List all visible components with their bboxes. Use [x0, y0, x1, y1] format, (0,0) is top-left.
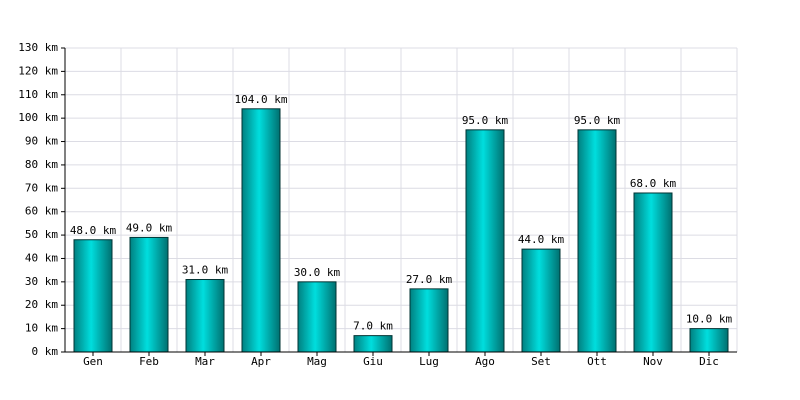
value-label: 44.0 km	[518, 233, 565, 246]
y-tick-label: 120 km	[18, 64, 58, 77]
y-tick-label: 0 km	[32, 345, 59, 358]
bar	[633, 192, 673, 353]
y-tick-label: 40 km	[25, 251, 58, 264]
value-label: 95.0 km	[462, 114, 509, 127]
y-tick-label: 70 km	[25, 181, 58, 194]
x-tick-label: Mar	[195, 355, 215, 368]
value-label: 104.0 km	[235, 93, 288, 106]
bar	[185, 279, 225, 353]
y-tick-label: 80 km	[25, 158, 58, 171]
x-tick-label: Mag	[307, 355, 327, 368]
value-label: 68.0 km	[630, 177, 677, 190]
x-tick-label: Giu	[363, 355, 383, 368]
bar	[297, 281, 337, 353]
value-label: 95.0 km	[574, 114, 621, 127]
bar	[409, 288, 449, 353]
x-tick-label: Feb	[139, 355, 159, 368]
value-label: 10.0 km	[686, 313, 733, 326]
y-tick-label: 110 km	[18, 88, 58, 101]
y-tick-label: 30 km	[25, 275, 58, 288]
x-tick-label: Ott	[587, 355, 607, 368]
value-label: 30.0 km	[294, 266, 341, 279]
bar	[241, 108, 281, 353]
bar	[521, 248, 561, 353]
value-label: 49.0 km	[126, 221, 173, 234]
y-tick-label: 20 km	[25, 298, 58, 311]
y-tick-label: 10 km	[25, 322, 58, 335]
bar	[73, 239, 113, 353]
y-tick-label: 130 km	[18, 41, 58, 54]
bar	[577, 129, 617, 353]
x-tick-label: Nov	[643, 355, 663, 368]
y-tick-label: 90 km	[25, 135, 58, 148]
x-tick-label: Ago	[475, 355, 495, 368]
y-tick-label: 100 km	[18, 111, 58, 124]
value-label: 7.0 km	[353, 320, 393, 333]
y-tick-label: 60 km	[25, 205, 58, 218]
value-label: 27.0 km	[406, 273, 453, 286]
value-label: 31.0 km	[182, 264, 229, 277]
y-tick-label: 50 km	[25, 228, 58, 241]
bar	[465, 129, 505, 353]
x-tick-label: Dic	[699, 355, 719, 368]
value-label: 48.0 km	[70, 224, 117, 237]
bar	[689, 328, 729, 353]
x-tick-label: Set	[531, 355, 551, 368]
x-tick-label: Gen	[83, 355, 103, 368]
x-tick-label: Lug	[419, 355, 439, 368]
bar	[129, 236, 169, 353]
x-tick-label: Apr	[251, 355, 271, 368]
bar	[353, 335, 393, 353]
